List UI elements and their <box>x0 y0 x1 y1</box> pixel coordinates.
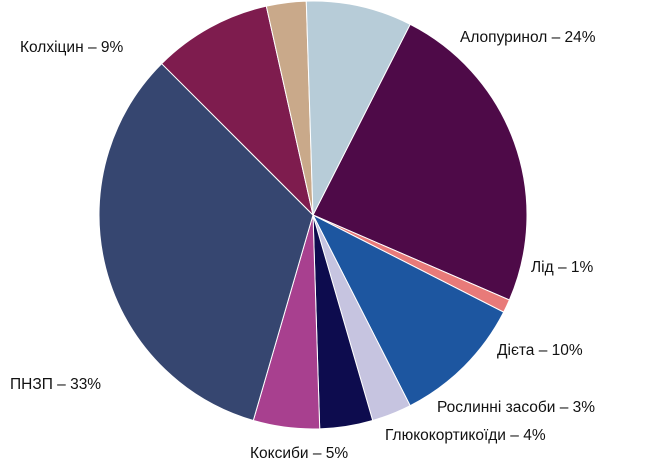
label-pnzp: ПНЗП – 33% <box>10 376 101 393</box>
pie-slices <box>98 0 528 430</box>
pie-slice-6 <box>98 62 314 422</box>
label-koksyby: Коксиби – 5% <box>250 445 348 462</box>
pie-labels: Алопуринол – 24% Лід – 1% Дієта – 10% Ро… <box>10 29 596 462</box>
label-dieta: Дієта – 10% <box>497 342 583 359</box>
label-lid: Лід – 1% <box>531 259 594 276</box>
label-kolkhitsyn: Колхіцин – 9% <box>20 39 123 56</box>
pie-slice-2 <box>311 213 505 407</box>
pie-slice-0 <box>312 23 528 301</box>
pie-slice-9 <box>305 0 411 216</box>
label-glukokortykoidy: Глюкокортикоїди – 4% <box>385 427 546 444</box>
label-alopurinol: Алопуринол – 24% <box>460 29 596 46</box>
label-roslynni: Рослинні засоби – 3% <box>437 399 595 416</box>
pie-slice-7 <box>160 5 314 217</box>
